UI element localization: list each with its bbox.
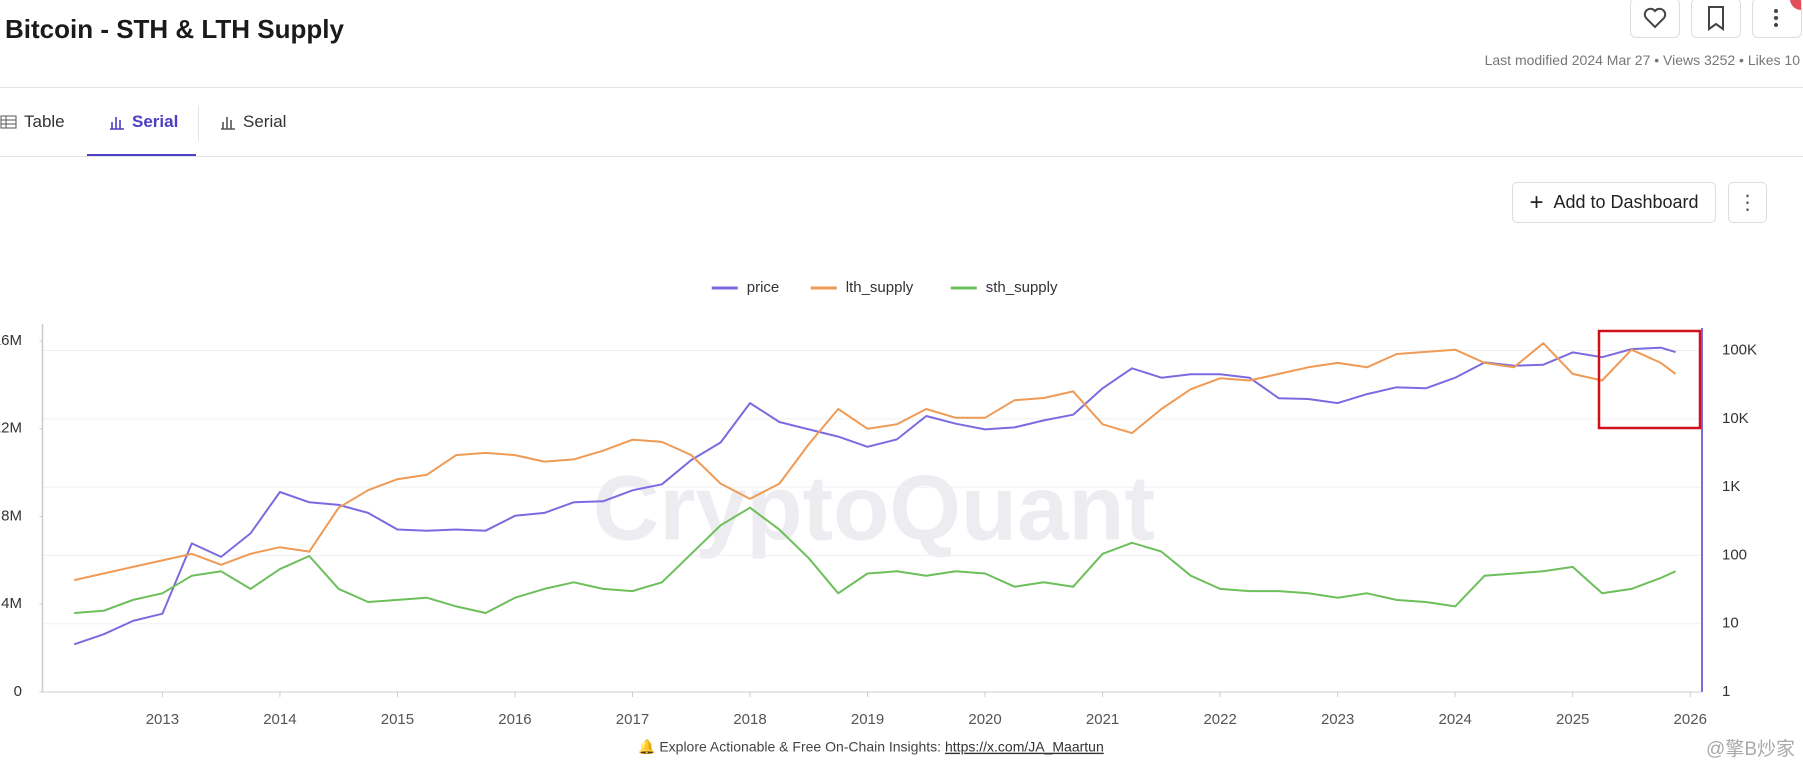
series-line bbox=[73, 346, 1676, 646]
x-tick-label: 2023 bbox=[1321, 711, 1354, 728]
active-tab-underline bbox=[87, 154, 196, 156]
add-to-dashboard-button[interactable]: + Add to Dashboard bbox=[1512, 182, 1716, 223]
x-tick-label: 2013 bbox=[146, 711, 179, 728]
tab-separator bbox=[198, 105, 199, 141]
x-tick-label: 2024 bbox=[1439, 711, 1472, 728]
corner-watermark: @擎B炒家 bbox=[1706, 738, 1795, 760]
y-tick-label: 16M bbox=[0, 332, 22, 349]
y-tick-label: 4M bbox=[1, 595, 22, 612]
y2-tick-label: 100 bbox=[1722, 546, 1747, 563]
menu-icon: ⋮ bbox=[1737, 192, 1758, 214]
watermark: CryptoQuant bbox=[593, 457, 1155, 559]
x-tick-label: 2025 bbox=[1556, 711, 1589, 728]
button-label: Add to Dashboard bbox=[1553, 192, 1699, 212]
y2-tick-label: 10 bbox=[1722, 615, 1739, 632]
x-tick-label: 2020 bbox=[968, 711, 1001, 728]
like-button[interactable] bbox=[1630, 0, 1680, 38]
table-icon bbox=[0, 115, 17, 129]
plus-icon: + bbox=[1529, 188, 1544, 216]
chart-icon bbox=[110, 117, 124, 130]
chart-menu-button[interactable]: ⋮ bbox=[1728, 182, 1767, 223]
divider bbox=[0, 156, 1803, 157]
tab[interactable]: Serial bbox=[219, 112, 286, 132]
tab-label: Serial bbox=[132, 112, 179, 131]
chart-icon bbox=[221, 117, 235, 130]
x-tick-label: 2019 bbox=[851, 711, 884, 728]
bookmark-icon bbox=[1708, 6, 1724, 31]
x-tick-label: 2022 bbox=[1203, 711, 1236, 728]
x-tick-label: 2021 bbox=[1086, 711, 1119, 728]
y2-tick-label: 1K bbox=[1722, 478, 1740, 495]
legend-label: price bbox=[747, 279, 780, 296]
x-tick-label: 2015 bbox=[381, 711, 414, 728]
footer-link[interactable]: https://x.com/JA_Maartun bbox=[945, 739, 1104, 755]
series-line bbox=[74, 506, 1677, 614]
y-tick-label: 8M bbox=[1, 507, 22, 524]
bookmark-button[interactable] bbox=[1691, 0, 1741, 38]
legend-label: sth_supply bbox=[986, 279, 1058, 296]
tab-label: Table bbox=[24, 112, 65, 131]
meta-info: Last modified 2024 Mar 27 • Views 3252 •… bbox=[1484, 52, 1800, 68]
tab[interactable]: Serial bbox=[108, 112, 178, 132]
y2-tick-label: 1 bbox=[1722, 683, 1730, 700]
heart-icon bbox=[1643, 7, 1667, 29]
footer-text: 🔔 Explore Actionable & Free On-Chain Ins… bbox=[638, 739, 941, 756]
divider bbox=[0, 87, 1803, 88]
y2-tick-label: 100K bbox=[1722, 342, 1757, 359]
x-tick-label: 2014 bbox=[263, 711, 296, 728]
y-tick-label: 0 bbox=[14, 683, 22, 700]
x-tick-label: 2026 bbox=[1674, 711, 1707, 728]
y-tick-label: 12M bbox=[0, 420, 22, 437]
tab-label: Serial bbox=[243, 112, 287, 131]
x-tick-label: 2017 bbox=[616, 711, 649, 728]
page-title: Bitcoin - STH & LTH Supply bbox=[5, 14, 344, 44]
more-button[interactable] bbox=[1752, 0, 1803, 38]
series-line bbox=[73, 342, 1677, 582]
legend-label: lth_supply bbox=[846, 279, 914, 296]
y2-tick-label: 10K bbox=[1722, 410, 1749, 427]
x-tick-label: 2018 bbox=[733, 711, 766, 728]
tab[interactable]: Table bbox=[0, 112, 65, 132]
highlight-box bbox=[1597, 329, 1702, 430]
x-tick-label: 2016 bbox=[498, 711, 531, 728]
dots-icon bbox=[1774, 0, 1803, 27]
